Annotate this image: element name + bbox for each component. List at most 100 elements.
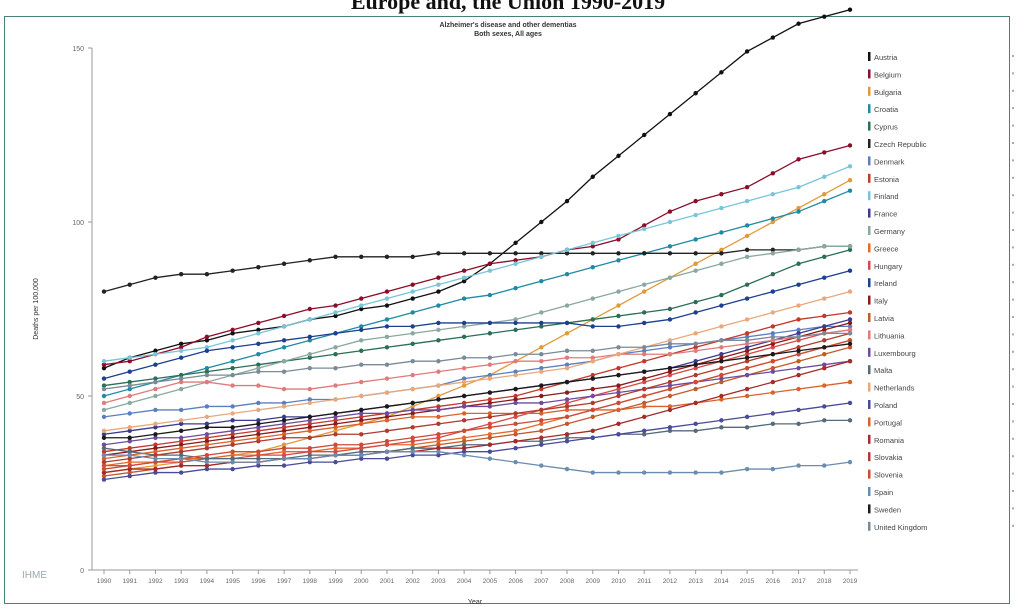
data-point	[410, 386, 415, 392]
data-point	[564, 390, 570, 395]
data-point	[616, 407, 621, 413]
data-point	[796, 303, 801, 308]
data-point	[487, 362, 493, 367]
legend-marker	[1012, 55, 1014, 57]
data-point	[307, 425, 312, 430]
data-point	[359, 348, 364, 353]
x-tick-label: 2010	[611, 578, 626, 585]
legend-label: Germany	[874, 227, 905, 236]
data-point	[822, 365, 827, 371]
data-point	[230, 432, 235, 437]
data-point	[693, 379, 698, 385]
legend-swatch	[868, 226, 871, 235]
data-point	[101, 432, 107, 437]
series-line	[103, 9, 851, 369]
data-point	[204, 456, 210, 461]
data-point	[178, 452, 184, 458]
data-point	[642, 400, 647, 406]
data-point	[153, 452, 158, 458]
series-line	[103, 402, 851, 481]
data-point	[256, 428, 261, 433]
data-point	[693, 386, 698, 392]
legend-marker	[1012, 159, 1014, 162]
x-tick-label: 2005	[483, 578, 498, 585]
data-point	[230, 365, 235, 371]
data-point	[590, 393, 595, 399]
data-point	[153, 421, 158, 427]
data-point	[384, 334, 390, 340]
data-point	[410, 435, 415, 440]
data-point	[101, 362, 107, 367]
data-point	[204, 439, 210, 444]
data-point	[770, 411, 776, 416]
y-axis-label: Deaths per 100,000	[33, 278, 40, 340]
data-point	[127, 463, 132, 468]
legend-marker	[1012, 229, 1014, 231]
data-point	[539, 359, 544, 364]
series-line	[103, 381, 851, 460]
data-point	[539, 365, 544, 371]
data-point	[127, 449, 132, 454]
data-point	[127, 369, 132, 374]
data-point	[667, 345, 673, 350]
data-point	[796, 327, 801, 333]
data-point	[513, 251, 518, 256]
data-point	[127, 473, 132, 479]
data-point	[642, 379, 647, 385]
data-point	[847, 338, 853, 343]
data-point	[539, 251, 544, 256]
data-point	[436, 432, 441, 437]
data-point	[590, 372, 595, 378]
data-point	[307, 446, 312, 451]
data-point	[461, 251, 467, 256]
data-point	[590, 470, 595, 475]
data-point	[847, 143, 853, 148]
data-point	[539, 254, 544, 259]
data-point	[796, 247, 801, 253]
data-point	[744, 348, 750, 353]
data-point	[359, 414, 364, 420]
data-point	[333, 383, 338, 388]
data-point	[436, 393, 441, 399]
x-tick-label: 2003	[431, 578, 446, 585]
data-point	[847, 320, 853, 326]
data-point	[359, 393, 364, 399]
data-point	[410, 452, 415, 458]
data-point	[256, 365, 261, 371]
data-point	[410, 289, 415, 294]
legend-label: Ireland	[874, 279, 897, 288]
data-point	[436, 338, 441, 343]
data-point	[539, 442, 544, 447]
x-tick-label: 2001	[380, 578, 395, 585]
data-point	[281, 313, 287, 319]
legend-label: Poland	[874, 401, 897, 410]
legend-label: Hungary	[874, 262, 903, 271]
data-point	[616, 432, 621, 437]
legend-label: Croatia	[874, 105, 899, 114]
data-point	[822, 191, 827, 197]
data-point	[719, 393, 724, 399]
data-point	[153, 393, 158, 399]
legend-label: Sweden	[874, 505, 901, 514]
data-point	[153, 446, 158, 451]
data-point	[642, 223, 647, 228]
data-point	[230, 372, 235, 378]
data-point	[487, 400, 493, 406]
data-point	[770, 219, 776, 225]
data-point	[127, 435, 132, 440]
data-point	[230, 338, 235, 343]
data-point	[796, 463, 801, 468]
legend-marker	[1012, 333, 1014, 336]
data-point	[693, 359, 698, 364]
data-point	[744, 185, 750, 190]
data-point	[642, 289, 647, 294]
data-point	[307, 365, 312, 371]
data-point	[693, 299, 698, 305]
data-point	[796, 348, 801, 353]
data-point	[230, 327, 235, 333]
legend-swatch	[868, 504, 871, 514]
data-point	[256, 435, 261, 440]
legend-label: Estonia	[874, 175, 900, 184]
data-point	[796, 331, 801, 336]
data-point	[719, 379, 724, 385]
